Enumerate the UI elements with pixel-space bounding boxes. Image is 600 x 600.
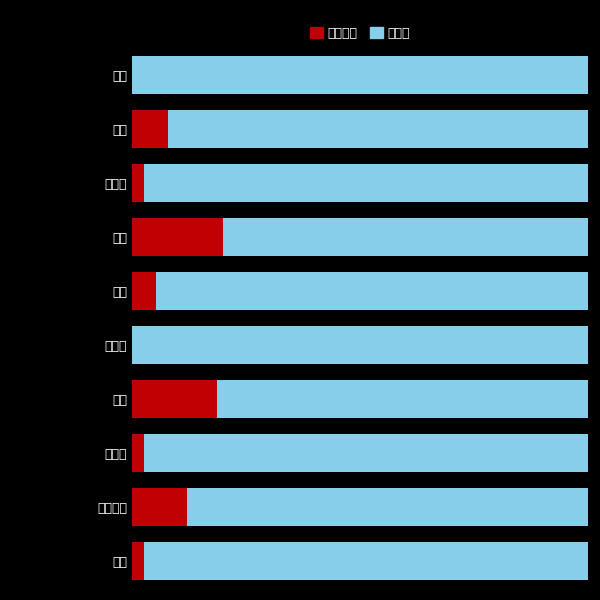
Bar bbox=[132, 434, 144, 472]
Bar bbox=[132, 434, 588, 472]
Bar bbox=[132, 164, 144, 202]
Bar bbox=[132, 272, 157, 310]
Legend: 非免签证, 免签证: 非免签证, 免签证 bbox=[305, 22, 415, 45]
Bar bbox=[132, 56, 588, 94]
Bar bbox=[132, 542, 144, 580]
Bar bbox=[132, 164, 588, 202]
Bar bbox=[132, 380, 588, 418]
Bar bbox=[132, 488, 588, 526]
Bar bbox=[132, 272, 588, 310]
Bar bbox=[132, 542, 588, 580]
Bar bbox=[132, 326, 588, 364]
Bar bbox=[132, 488, 187, 526]
Bar bbox=[132, 110, 169, 148]
Bar bbox=[132, 110, 588, 148]
Bar bbox=[132, 218, 588, 256]
Bar bbox=[132, 218, 223, 256]
Bar bbox=[132, 380, 217, 418]
